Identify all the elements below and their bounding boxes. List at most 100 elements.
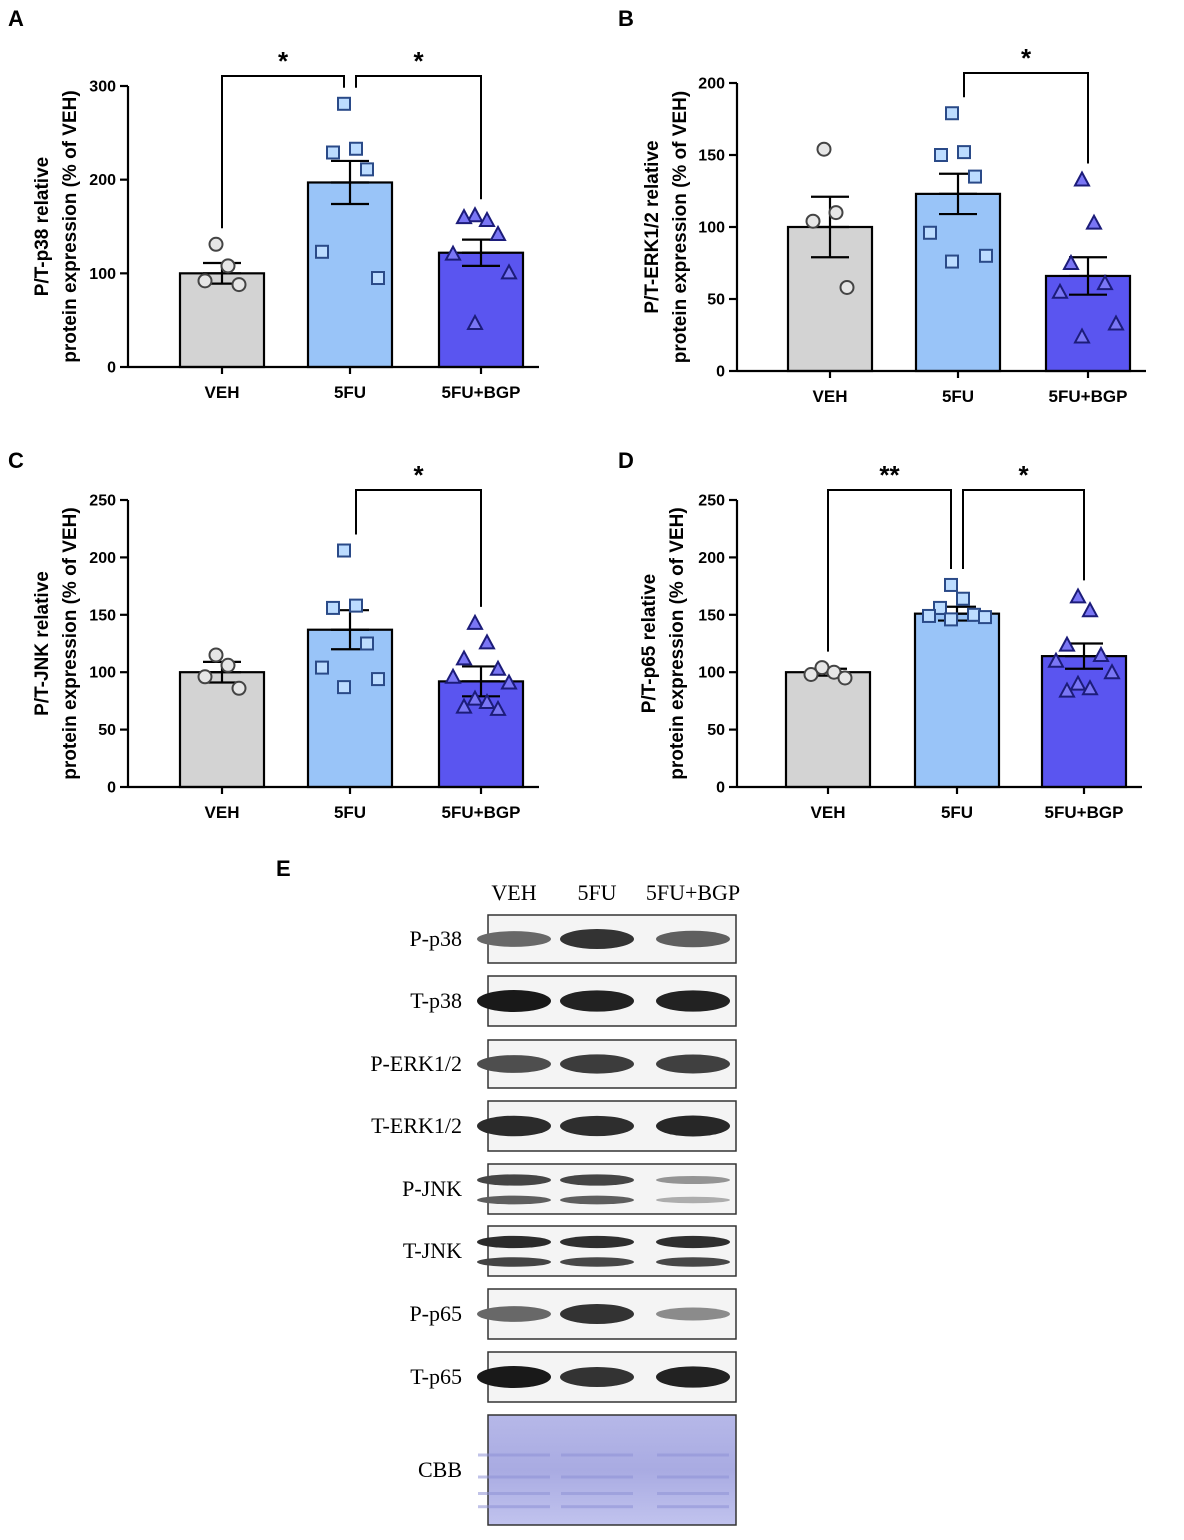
significance-bracket-c-0: * <box>355 460 482 607</box>
point-c-1-4 <box>315 660 329 675</box>
blot-cbb-band-8-2-1 <box>657 1475 729 1479</box>
significance-bracket-a-0: * <box>221 46 345 229</box>
significance-line-a-1 <box>355 75 482 200</box>
panel-c: C P/T-JNK relative protein expression (% … <box>8 448 539 822</box>
point-c-2-9 <box>489 699 507 716</box>
blot-band-7-0 <box>477 1366 551 1388</box>
point-d-1-4 <box>922 608 936 623</box>
blot-band-7-2 <box>656 1366 730 1388</box>
point-b-2-6 <box>1073 327 1091 344</box>
ylabel-line1-c: P/T-JNK relative <box>32 571 53 716</box>
point-d-0-3 <box>837 670 853 686</box>
point-c-0-2 <box>197 669 213 685</box>
blot-cbb-band-8-1-3 <box>561 1505 633 1509</box>
blot-lane-label-2: 5FU+BGP <box>646 880 740 905</box>
point-c-2-6 <box>466 689 484 706</box>
point-a-2-3 <box>489 224 507 241</box>
ytick-label-b-4: 200 <box>698 76 725 93</box>
point-d-1-0 <box>944 577 958 592</box>
significance-bracket-b-0: * <box>963 43 1089 164</box>
point-d-2-2 <box>1058 635 1076 652</box>
point-b-1-2 <box>934 148 948 162</box>
blot-band-3-0 <box>477 1115 551 1137</box>
point-b-1-1 <box>957 145 971 160</box>
point-c-2-2 <box>455 649 473 666</box>
point-b-2-3 <box>1096 274 1114 291</box>
blot-row-label-1: T-p38 <box>410 988 462 1013</box>
xtick-label-d-0: VEH <box>811 803 846 822</box>
errorbar-b-2 <box>1069 256 1107 296</box>
panel-d: D P/T-p65 relative protein expression (% … <box>618 448 1142 822</box>
point-b-0-2 <box>805 213 821 229</box>
significance-line-d-0 <box>827 489 952 652</box>
bar-b-1 <box>914 192 1002 373</box>
ytick-label-d-3: 150 <box>698 607 725 624</box>
blot-row-label-7: T-p65 <box>410 1364 462 1389</box>
blot-row-label-6: P-p65 <box>409 1301 462 1326</box>
blot-frame-4 <box>487 1163 737 1215</box>
point-a-2-1 <box>478 210 496 227</box>
point-c-0-1 <box>220 657 236 673</box>
blot-band-3-1 <box>560 1115 634 1137</box>
point-a-2-0 <box>466 206 484 223</box>
ytick-label-c-4: 200 <box>89 550 116 567</box>
ylabel-line2-c: protein expression (% of VEH) <box>60 507 81 779</box>
blot-row-8: CBB <box>418 1414 737 1526</box>
blot-cbb-band-8-1-0 <box>561 1453 633 1457</box>
blot-band-5-1-lower <box>560 1257 634 1267</box>
ytick-label-a-3: 300 <box>89 79 116 96</box>
blot-row-label-5: T-JNK <box>403 1238 462 1263</box>
blot-row-5: T-JNK <box>403 1225 737 1277</box>
blot-row-6: P-p65 <box>409 1288 737 1340</box>
xtick-label-b-1: 5FU <box>942 387 974 406</box>
ylabel-line2-a: protein expression (% of VEH) <box>60 90 81 362</box>
point-d-2-8 <box>1058 681 1076 698</box>
panel-e: E VEH 5FU 5FU+BGP P-p38 T-p38 P-ERK1/2 T-ERK1/… <box>276 856 740 1526</box>
point-c-1-1 <box>349 598 363 613</box>
blot-row-4: P-JNK <box>402 1163 737 1215</box>
blot-band-6-1 <box>560 1304 634 1324</box>
blot-cbb-band-8-1-2 <box>561 1492 633 1495</box>
blot-cbb-band-8-2-3 <box>657 1505 729 1509</box>
point-a-0-3 <box>231 277 247 293</box>
blot-band-5-0-lower <box>477 1257 551 1267</box>
panel-b: B P/T-ERK1/2 relative protein expression … <box>618 6 1146 406</box>
bar-a-0 <box>178 272 266 369</box>
point-b-2-2 <box>1062 253 1080 270</box>
point-c-2-5 <box>500 673 518 690</box>
ytick-label-c-0: 0 <box>107 780 116 797</box>
ylabel-line1-a: P/T-p38 relative <box>32 157 53 296</box>
point-c-2-4 <box>444 667 462 684</box>
blot-band-6-2 <box>656 1307 730 1321</box>
ytick-label-d-1: 50 <box>707 722 725 739</box>
ytick-label-d-5: 250 <box>698 493 725 510</box>
blot-row-2: P-ERK1/2 <box>370 1039 737 1089</box>
blot-band-2-1 <box>560 1054 634 1074</box>
xtick-label-c-2: 5FU+BGP <box>442 803 521 822</box>
point-a-0-1 <box>220 258 236 274</box>
blot-row-0: P-p38 <box>409 914 737 964</box>
point-d-1-5 <box>978 610 992 625</box>
blot-band-3-2 <box>656 1115 730 1137</box>
point-a-2-5 <box>500 263 518 280</box>
bar-c-1 <box>306 628 394 789</box>
ytick-label-a-1: 100 <box>89 266 116 283</box>
panel-letter-b: B <box>618 6 634 31</box>
blot-band-0-1 <box>560 929 634 949</box>
ylabel-group-c: P/T-JNK relative protein expression (% of… <box>32 507 81 779</box>
point-d-2-6 <box>1069 674 1087 691</box>
blot-cbb-band-8-0-0 <box>478 1453 550 1457</box>
significance-bracket-d-0: ** <box>827 460 952 652</box>
xtick-label-a-1: 5FU <box>334 383 366 402</box>
ylabel-line1-b: P/T-ERK1/2 relative <box>642 140 663 313</box>
blot-band-5-0-upper <box>477 1235 551 1249</box>
point-d-1-6 <box>944 612 958 627</box>
point-b-1-3 <box>968 169 982 184</box>
significance-bracket-d-1: * <box>962 460 1085 581</box>
point-c-2-3 <box>489 659 507 676</box>
point-c-1-6 <box>337 680 351 695</box>
blot-band-1-0 <box>477 990 551 1012</box>
blot-band-4-2-upper <box>656 1175 730 1185</box>
ylabel-group-b: P/T-ERK1/2 relative protein expression (%… <box>642 91 691 363</box>
xtick-label-d-1: 5FU <box>941 803 973 822</box>
